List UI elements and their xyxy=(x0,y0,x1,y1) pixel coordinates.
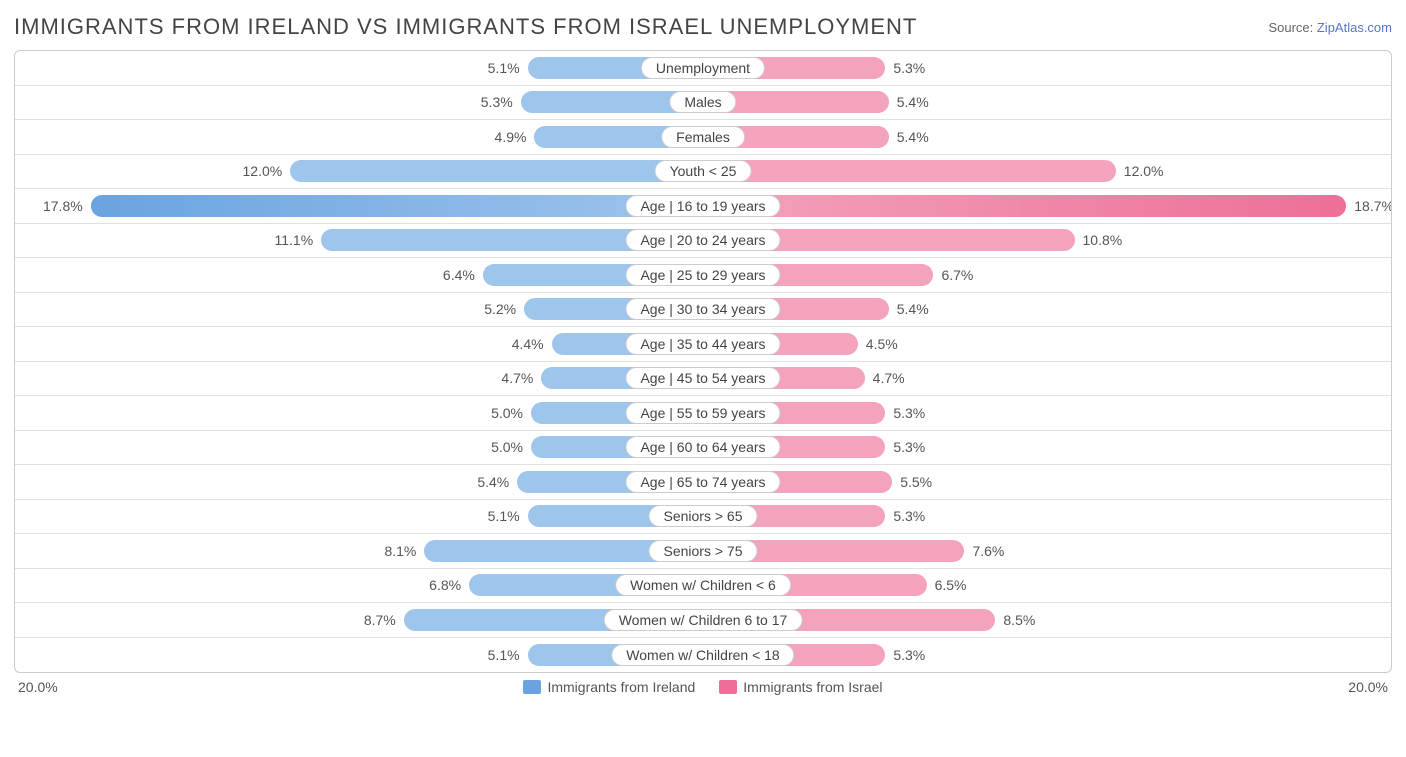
legend-label-left: Immigrants from Ireland xyxy=(547,679,695,695)
category-label: Seniors > 75 xyxy=(649,540,758,562)
value-right: 8.5% xyxy=(1003,612,1035,628)
category-label: Males xyxy=(669,91,736,113)
value-left: 6.8% xyxy=(429,577,461,593)
value-right: 18.7% xyxy=(1354,198,1391,214)
chart-row: 6.4% 6.7% Age | 25 to 29 years xyxy=(15,258,1391,293)
category-label: Seniors > 65 xyxy=(649,505,758,527)
value-left: 5.1% xyxy=(488,647,520,663)
legend-item-left: Immigrants from Ireland xyxy=(523,679,695,695)
value-left: 8.7% xyxy=(364,612,396,628)
legend-swatch-right xyxy=(719,680,737,694)
value-right: 12.0% xyxy=(1124,163,1164,179)
value-left: 4.7% xyxy=(501,370,533,386)
chart-row: 12.0% 12.0% Youth < 25 xyxy=(15,155,1391,190)
value-left: 17.8% xyxy=(43,198,83,214)
chart-row: 5.0% 5.3% Age | 55 to 59 years xyxy=(15,396,1391,431)
chart-row: 5.4% 5.5% Age | 65 to 74 years xyxy=(15,465,1391,500)
category-label: Age | 60 to 64 years xyxy=(625,436,780,458)
value-left: 5.4% xyxy=(477,474,509,490)
category-label: Age | 55 to 59 years xyxy=(625,402,780,424)
bar-left xyxy=(290,160,703,182)
chart-row: 5.2% 5.4% Age | 30 to 34 years xyxy=(15,293,1391,328)
value-right: 5.4% xyxy=(897,301,929,317)
value-left: 5.1% xyxy=(488,60,520,76)
value-left: 5.2% xyxy=(484,301,516,317)
category-label: Unemployment xyxy=(641,57,765,79)
source-prefix: Source: xyxy=(1268,20,1316,35)
value-left: 5.1% xyxy=(488,508,520,524)
value-left: 5.0% xyxy=(491,439,523,455)
value-right: 5.5% xyxy=(900,474,932,490)
category-label: Females xyxy=(661,126,745,148)
value-left: 6.4% xyxy=(443,267,475,283)
legend: Immigrants from Ireland Immigrants from … xyxy=(523,679,882,695)
chart-row: 17.8% 18.7% Age | 16 to 19 years xyxy=(15,189,1391,224)
source-attribution: Source: ZipAtlas.com xyxy=(1268,20,1392,35)
value-right: 10.8% xyxy=(1083,232,1123,248)
value-left: 11.1% xyxy=(275,232,314,248)
value-right: 5.3% xyxy=(893,508,925,524)
chart-row: 6.8% 6.5% Women w/ Children < 6 xyxy=(15,569,1391,604)
value-left: 5.3% xyxy=(481,94,513,110)
axis-max-right: 20.0% xyxy=(1348,679,1388,695)
category-label: Age | 25 to 29 years xyxy=(625,264,780,286)
value-left: 5.0% xyxy=(491,405,523,421)
page-title: IMMIGRANTS FROM IRELAND VS IMMIGRANTS FR… xyxy=(14,14,917,40)
value-left: 8.1% xyxy=(384,543,416,559)
diverging-bar-chart: 5.1% 5.3% Unemployment 5.3% 5.4% Males 4.9% 5.4… xyxy=(14,50,1392,673)
value-right: 5.3% xyxy=(893,647,925,663)
source-link[interactable]: ZipAtlas.com xyxy=(1317,20,1392,35)
chart-row: 5.0% 5.3% Age | 60 to 64 years xyxy=(15,431,1391,466)
category-label: Age | 30 to 34 years xyxy=(625,298,780,320)
chart-row: 11.1% 10.8% Age | 20 to 24 years xyxy=(15,224,1391,259)
category-label: Age | 45 to 54 years xyxy=(625,367,780,389)
value-right: 4.5% xyxy=(866,336,898,352)
chart-row: 5.1% 5.3% Women w/ Children < 18 xyxy=(15,638,1391,673)
legend-swatch-left xyxy=(523,680,541,694)
header: IMMIGRANTS FROM IRELAND VS IMMIGRANTS FR… xyxy=(14,10,1392,50)
value-left: 12.0% xyxy=(243,163,283,179)
value-left: 4.9% xyxy=(495,129,527,145)
value-left: 4.4% xyxy=(512,336,544,352)
legend-item-right: Immigrants from Israel xyxy=(719,679,882,695)
chart-row: 4.7% 4.7% Age | 45 to 54 years xyxy=(15,362,1391,397)
chart-row: 5.3% 5.4% Males xyxy=(15,86,1391,121)
category-label: Youth < 25 xyxy=(655,160,752,182)
value-right: 5.3% xyxy=(893,60,925,76)
category-label: Women w/ Children < 6 xyxy=(615,574,791,596)
legend-label-right: Immigrants from Israel xyxy=(743,679,882,695)
value-right: 6.7% xyxy=(941,267,973,283)
chart-row: 5.1% 5.3% Unemployment xyxy=(15,51,1391,86)
category-label: Age | 20 to 24 years xyxy=(625,229,780,251)
axis-max-left: 20.0% xyxy=(18,679,58,695)
chart-row: 4.4% 4.5% Age | 35 to 44 years xyxy=(15,327,1391,362)
category-label: Age | 35 to 44 years xyxy=(625,333,780,355)
bar-right xyxy=(703,160,1116,182)
value-right: 6.5% xyxy=(935,577,967,593)
value-right: 4.7% xyxy=(873,370,905,386)
chart-row: 8.7% 8.5% Women w/ Children 6 to 17 xyxy=(15,603,1391,638)
chart-footer: 20.0% Immigrants from Ireland Immigrants… xyxy=(14,673,1392,695)
category-label: Women w/ Children < 18 xyxy=(611,644,794,666)
chart-row: 8.1% 7.6% Seniors > 75 xyxy=(15,534,1391,569)
category-label: Age | 16 to 19 years xyxy=(625,195,780,217)
value-right: 5.4% xyxy=(897,129,929,145)
category-label: Women w/ Children 6 to 17 xyxy=(604,609,803,631)
value-right: 5.3% xyxy=(893,405,925,421)
value-right: 7.6% xyxy=(972,543,1004,559)
bar-left xyxy=(91,195,703,217)
bar-right xyxy=(703,195,1346,217)
value-right: 5.3% xyxy=(893,439,925,455)
value-right: 5.4% xyxy=(897,94,929,110)
category-label: Age | 65 to 74 years xyxy=(625,471,780,493)
chart-row: 5.1% 5.3% Seniors > 65 xyxy=(15,500,1391,535)
chart-row: 4.9% 5.4% Females xyxy=(15,120,1391,155)
